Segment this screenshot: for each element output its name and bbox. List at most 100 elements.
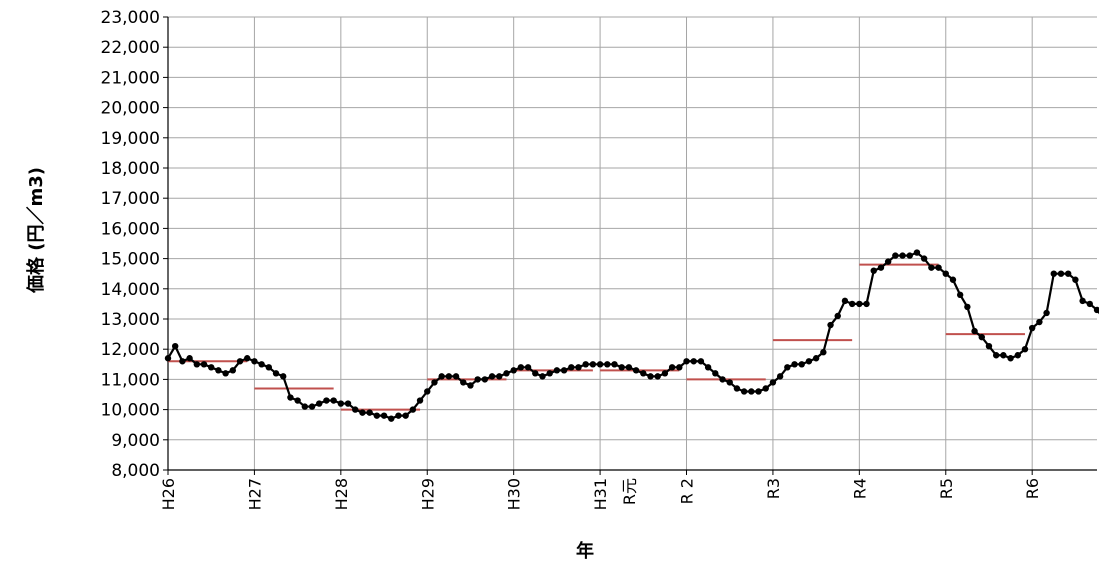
data-point bbox=[964, 303, 971, 311]
data-point bbox=[899, 252, 906, 259]
data-point bbox=[524, 364, 532, 371]
data-point bbox=[661, 370, 669, 377]
y-tick-label: 8,000 bbox=[111, 461, 160, 481]
x-axis-title: 年 bbox=[576, 540, 594, 562]
data-point bbox=[366, 409, 373, 416]
data-point bbox=[1064, 270, 1072, 277]
data-point bbox=[1072, 276, 1079, 283]
data-point bbox=[438, 373, 445, 380]
data-point bbox=[1050, 270, 1057, 277]
data-point bbox=[532, 370, 539, 377]
data-point bbox=[510, 367, 517, 374]
data-point bbox=[812, 355, 820, 362]
x-tick-label: R4 bbox=[850, 478, 869, 499]
data-point bbox=[748, 388, 755, 395]
data-point bbox=[553, 367, 561, 374]
data-point bbox=[222, 370, 229, 377]
data-point bbox=[287, 394, 294, 401]
data-point bbox=[820, 349, 827, 356]
data-point bbox=[589, 361, 597, 368]
data-point bbox=[676, 364, 683, 371]
data-point bbox=[445, 373, 453, 380]
data-point bbox=[496, 373, 503, 380]
data-point bbox=[424, 388, 431, 395]
data-point bbox=[539, 373, 546, 380]
data-point bbox=[784, 364, 791, 371]
y-tick-label: 21,000 bbox=[101, 68, 160, 88]
data-point bbox=[805, 358, 813, 365]
x-tick-label: H26 bbox=[159, 478, 178, 510]
x-tick-label: H27 bbox=[245, 478, 264, 510]
data-point bbox=[575, 364, 582, 371]
data-point bbox=[1079, 297, 1086, 305]
y-tick-label: 15,000 bbox=[101, 250, 160, 270]
data-point bbox=[949, 276, 957, 283]
data-point bbox=[856, 300, 863, 308]
data-point bbox=[863, 300, 870, 308]
data-point bbox=[380, 412, 388, 419]
x-tick-label: H31 bbox=[591, 478, 610, 510]
x-tick-label: R元 bbox=[620, 478, 639, 505]
data-point bbox=[668, 364, 676, 371]
data-point bbox=[920, 255, 928, 262]
data-point bbox=[1086, 300, 1093, 308]
data-point bbox=[848, 300, 856, 308]
data-point bbox=[208, 364, 215, 371]
data-point bbox=[215, 367, 222, 374]
data-point bbox=[560, 367, 568, 374]
x-tick-label: R 2 bbox=[678, 478, 697, 504]
data-point bbox=[344, 400, 352, 407]
x-tick-label: R5 bbox=[937, 478, 956, 499]
data-point bbox=[258, 361, 265, 368]
x-tick-label: R6 bbox=[1023, 478, 1042, 499]
data-point bbox=[301, 403, 309, 410]
data-point bbox=[1014, 352, 1021, 359]
data-point bbox=[1057, 270, 1065, 277]
data-point bbox=[474, 376, 481, 383]
data-point bbox=[337, 400, 345, 407]
data-point bbox=[906, 252, 913, 259]
y-tick-label: 19,000 bbox=[101, 129, 160, 149]
data-point bbox=[395, 412, 402, 419]
data-point bbox=[316, 400, 323, 407]
data-point bbox=[488, 373, 496, 380]
data-point bbox=[690, 358, 697, 365]
data-point bbox=[611, 361, 618, 368]
data-point bbox=[654, 373, 661, 380]
data-point bbox=[625, 364, 633, 371]
data-point bbox=[834, 312, 841, 320]
data-point bbox=[503, 370, 510, 377]
data-point bbox=[193, 361, 201, 368]
data-point bbox=[935, 264, 942, 271]
data-point bbox=[388, 415, 395, 422]
data-point bbox=[971, 327, 978, 335]
data-point bbox=[272, 370, 280, 377]
data-point bbox=[172, 342, 179, 350]
data-point bbox=[323, 397, 330, 404]
data-point bbox=[452, 373, 460, 380]
data-point bbox=[460, 379, 467, 386]
data-point bbox=[467, 382, 474, 389]
data-point bbox=[251, 358, 258, 365]
y-tick-label: 23,000 bbox=[101, 8, 160, 28]
data-point bbox=[992, 352, 1000, 359]
monthly-price-series bbox=[167, 251, 1099, 420]
y-tick-label: 22,000 bbox=[101, 38, 160, 58]
data-point bbox=[769, 379, 777, 386]
y-tick-label: 20,000 bbox=[101, 99, 160, 119]
data-point bbox=[942, 270, 949, 277]
data-point bbox=[1021, 346, 1029, 353]
y-tick-label: 11,000 bbox=[101, 370, 160, 390]
data-point bbox=[416, 397, 424, 404]
data-point bbox=[244, 355, 251, 362]
data-point bbox=[1093, 306, 1099, 314]
data-point bbox=[179, 358, 186, 365]
data-point bbox=[1043, 309, 1050, 317]
data-point bbox=[798, 361, 805, 368]
data-point bbox=[712, 370, 719, 377]
data-point bbox=[265, 364, 273, 371]
data-point bbox=[409, 406, 417, 413]
data-point bbox=[308, 403, 316, 410]
data-point bbox=[229, 367, 237, 374]
